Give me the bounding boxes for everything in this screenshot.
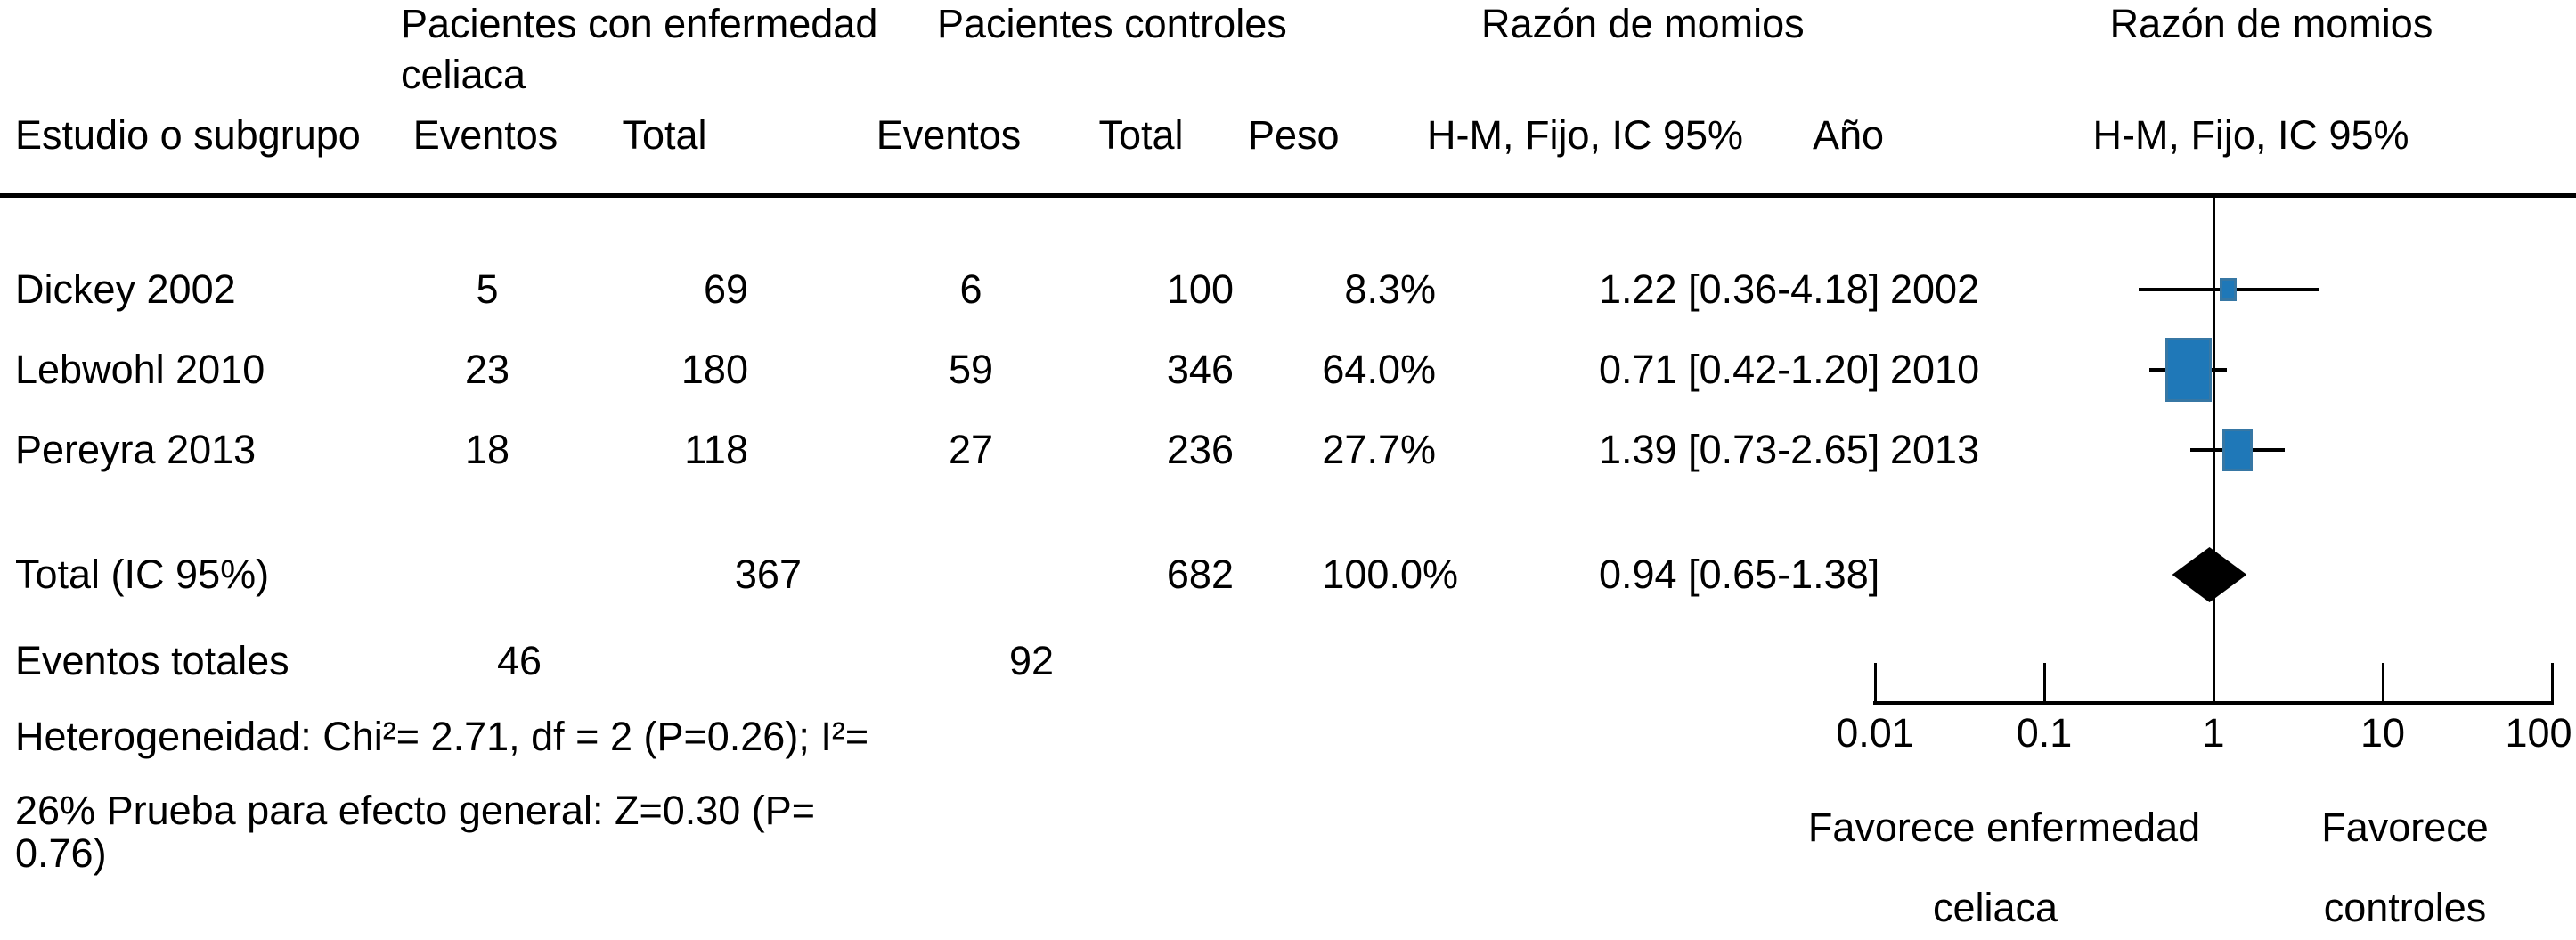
study-or-ci: 1.22 [0.36-4.18]	[1599, 266, 1880, 312]
axis-tick-100	[2550, 663, 2554, 703]
header-events-celiac: Eventos	[412, 112, 558, 158]
header-group-celiac-line1: Pacientes con enfermedad	[401, 1, 878, 46]
header-weight: Peso	[1248, 112, 1340, 158]
study-weight: 64.0%	[1322, 347, 1436, 392]
favor-right-line1: Favorece	[2321, 805, 2489, 850]
header-method-left: H-M, Fijo, IC 95%	[1427, 112, 1744, 158]
study-year: 2010	[1890, 347, 1980, 392]
or-marker-square	[2164, 338, 2212, 402]
study-total-control: 100	[1166, 266, 1234, 312]
total-events-control: 92	[1008, 638, 1055, 683]
axis-tick-label-0.1: 0.1	[2016, 710, 2073, 756]
header-group-celiac-line2: celiaca	[401, 52, 526, 97]
study-total-celiac: 180	[681, 347, 748, 392]
total-events-label: Eventos totales	[15, 638, 289, 683]
footnote-overall-effect-wrap: 0.76)	[15, 830, 107, 876]
footnote-heterogeneity: Heterogeneidad: Chi²= 2.71, df = 2 (P=0.…	[15, 714, 869, 759]
header-total-control: Total	[1098, 112, 1184, 158]
or-marker-square	[2220, 278, 2237, 301]
total-or-ci: 0.94 [0.65-1.38]	[1599, 552, 1880, 597]
header-year: Año	[1813, 112, 1885, 158]
total-weight: 100.0%	[1322, 552, 1458, 597]
study-name: Dickey 2002	[15, 266, 236, 312]
study-total-control: 346	[1166, 347, 1234, 392]
study-year: 2002	[1890, 266, 1980, 312]
study-total-control: 236	[1166, 427, 1234, 472]
axis-tick-10	[2381, 663, 2384, 703]
axis-tick-1	[2212, 663, 2215, 703]
header-total-celiac: Total	[622, 112, 707, 158]
total-events-celiac: 46	[496, 638, 542, 683]
study-or-ci: 0.71 [0.42-1.20]	[1599, 347, 1880, 392]
favor-right-line2: controles	[2323, 885, 2487, 930]
axis-tick-label-10: 10	[2360, 710, 2406, 756]
favor-left-line2: celiaca	[1932, 885, 2058, 930]
study-or-ci: 1.39 [0.73-2.65]	[1599, 427, 1880, 472]
header-or-title-right: Razón de momios	[2109, 1, 2433, 46]
study-total-celiac: 118	[684, 427, 748, 472]
study-name: Pereyra 2013	[15, 427, 257, 472]
study-name: Lebwohl 2010	[15, 347, 265, 392]
axis-tick-label-100: 100	[2505, 710, 2572, 756]
study-weight: 27.7%	[1322, 427, 1436, 472]
header-group-control: Pacientes controles	[937, 1, 1287, 46]
header-or-title-left: Razón de momios	[1481, 1, 1805, 46]
axis-tick-0.01	[1873, 663, 1877, 703]
favor-left-line1: Favorece enfermedad	[1807, 805, 2201, 850]
or-marker-square	[2222, 429, 2254, 471]
study-events-celiac: 18	[464, 427, 510, 472]
study-events-control: 59	[948, 347, 994, 392]
study-events-control: 27	[948, 427, 994, 472]
total-label: Total (IC 95%)	[15, 552, 270, 597]
study-events-celiac: 5	[476, 266, 499, 312]
header-rule	[0, 193, 2576, 198]
axis-tick-label-0.01: 0.01	[1836, 710, 1914, 756]
axis-tick-0.1	[2042, 663, 2046, 703]
study-year: 2013	[1890, 427, 1980, 472]
header-study: Estudio o subgrupo	[15, 112, 361, 158]
axis-tick-label-1: 1	[2202, 710, 2225, 756]
header-events-control: Eventos	[876, 112, 1022, 158]
study-weight: 8.3%	[1344, 266, 1436, 312]
x-axis-line	[1873, 701, 2554, 705]
study-total-celiac: 69	[703, 266, 748, 312]
footnote-overall-effect: 26% Prueba para efecto general: Z=0.30 (…	[15, 788, 816, 833]
pooled-effect-diamond	[2172, 547, 2247, 602]
header-method-right: H-M, Fijo, IC 95%	[2092, 112, 2409, 158]
total-control-n: 682	[1166, 552, 1234, 597]
total-celiac-n: 367	[734, 552, 802, 597]
study-events-control: 6	[959, 266, 982, 312]
study-events-celiac: 23	[464, 347, 510, 392]
